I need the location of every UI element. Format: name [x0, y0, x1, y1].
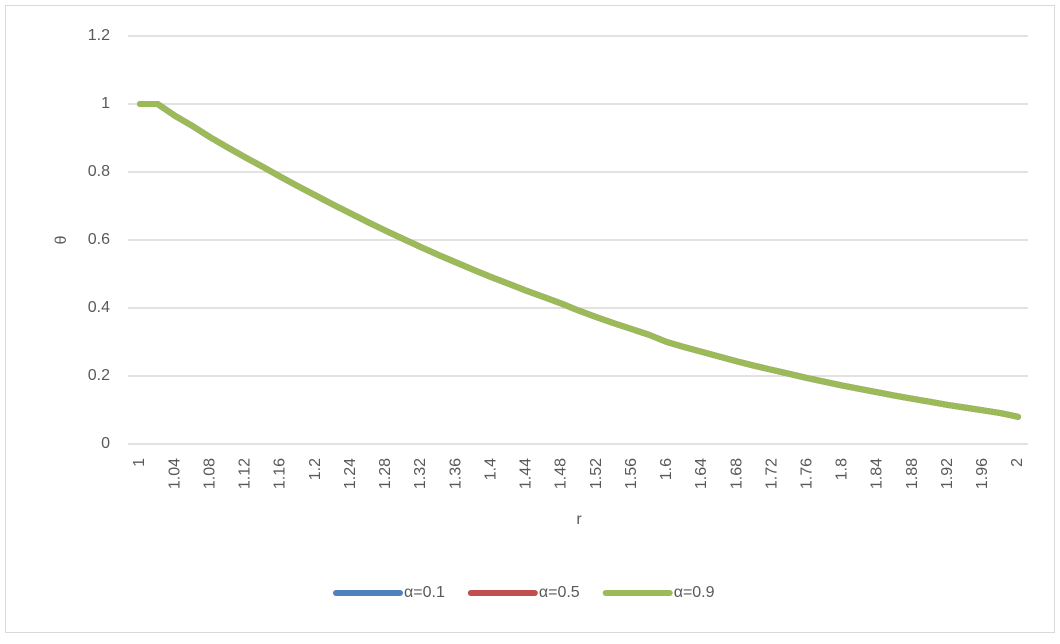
x-tick-label: 1.32	[412, 458, 429, 489]
x-tick-label: 1.04	[166, 458, 183, 489]
x-tick-label: 1.92	[939, 458, 956, 489]
x-tick-label: 1.4	[482, 458, 499, 480]
x-tick-label: 1.64	[693, 458, 710, 489]
x-tick-label: 1.88	[904, 458, 921, 489]
data-line	[137, 101, 1021, 420]
x-tick-label: 1.96	[974, 458, 991, 489]
x-tick-label: 1.28	[377, 458, 394, 489]
x-tick-label: 2	[1009, 458, 1026, 467]
x-tick-label: 1.44	[518, 458, 535, 489]
legend-label: α=0.9	[674, 584, 715, 601]
x-tick-label: 1.68	[728, 458, 745, 489]
x-tick-label: 1.2	[307, 458, 324, 480]
y-tick-label: 0.6	[88, 231, 110, 248]
x-tick-label: 1.36	[447, 458, 464, 489]
x-tick-label: 1.52	[588, 458, 605, 489]
chart-border	[5, 5, 1055, 633]
x-tick-label: 1.08	[201, 458, 218, 489]
legend-label: α=0.5	[539, 584, 580, 601]
x-tick-label: 1.24	[342, 458, 359, 489]
y-tick-label: 0.8	[88, 163, 110, 180]
x-tick-label: 1.76	[798, 458, 815, 489]
x-tick-label: 1.6	[658, 458, 675, 480]
x-axis-label: r	[576, 511, 582, 528]
x-tick-label: 1.12	[237, 458, 254, 489]
legend-label: α=0.1	[404, 584, 445, 601]
y-axis-label: θ	[53, 235, 70, 244]
x-tick-label: 1.56	[623, 458, 640, 489]
x-tick-label: 1.16	[272, 458, 289, 489]
x-tick-label: 1.48	[553, 458, 570, 489]
y-tick-label: 0.2	[88, 367, 110, 384]
x-tick-label: 1.8	[834, 458, 851, 480]
y-tick-label: 0.4	[88, 299, 110, 316]
x-tick-label: 1.72	[763, 458, 780, 489]
y-tick-label: 0	[101, 435, 110, 452]
x-tick-label: 1	[131, 458, 148, 467]
x-tick-label: 1.84	[869, 458, 886, 489]
y-tick-label: 1.2	[88, 27, 110, 44]
y-tick-label: 1	[101, 95, 110, 112]
